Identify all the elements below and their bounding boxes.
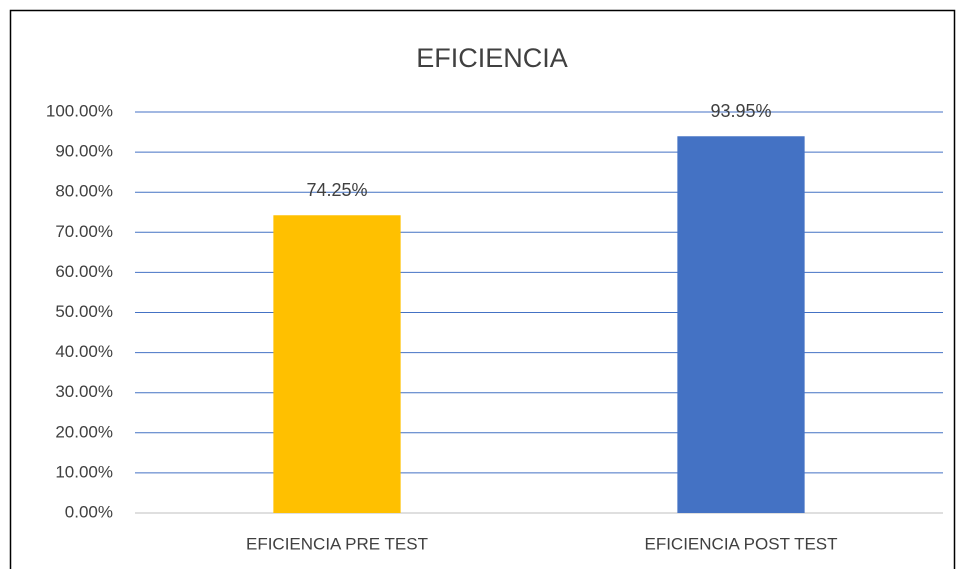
bar — [273, 215, 401, 513]
data-label: 74.25% — [306, 180, 367, 200]
y-tick-label: 30.00% — [55, 382, 113, 401]
y-tick-label: 10.00% — [55, 462, 113, 481]
y-tick-label: 20.00% — [55, 422, 113, 441]
chart-title: EFICIENCIA — [416, 43, 568, 73]
x-tick-label: EFICIENCIA POST TEST — [644, 534, 837, 553]
y-tick-label: 50.00% — [55, 302, 113, 321]
y-tick-label: 100.00% — [46, 101, 113, 120]
y-tick-label: 90.00% — [55, 142, 113, 161]
y-tick-label: 80.00% — [55, 182, 113, 201]
y-tick-label: 40.00% — [55, 342, 113, 361]
x-tick-label: EFICIENCIA PRE TEST — [246, 534, 428, 553]
y-tick-label: 60.00% — [55, 262, 113, 281]
y-tick-label: 0.00% — [65, 502, 113, 521]
y-tick-label: 70.00% — [55, 222, 113, 241]
data-label: 93.95% — [710, 101, 771, 121]
chart-border — [9, 9, 956, 569]
bar — [677, 136, 805, 513]
